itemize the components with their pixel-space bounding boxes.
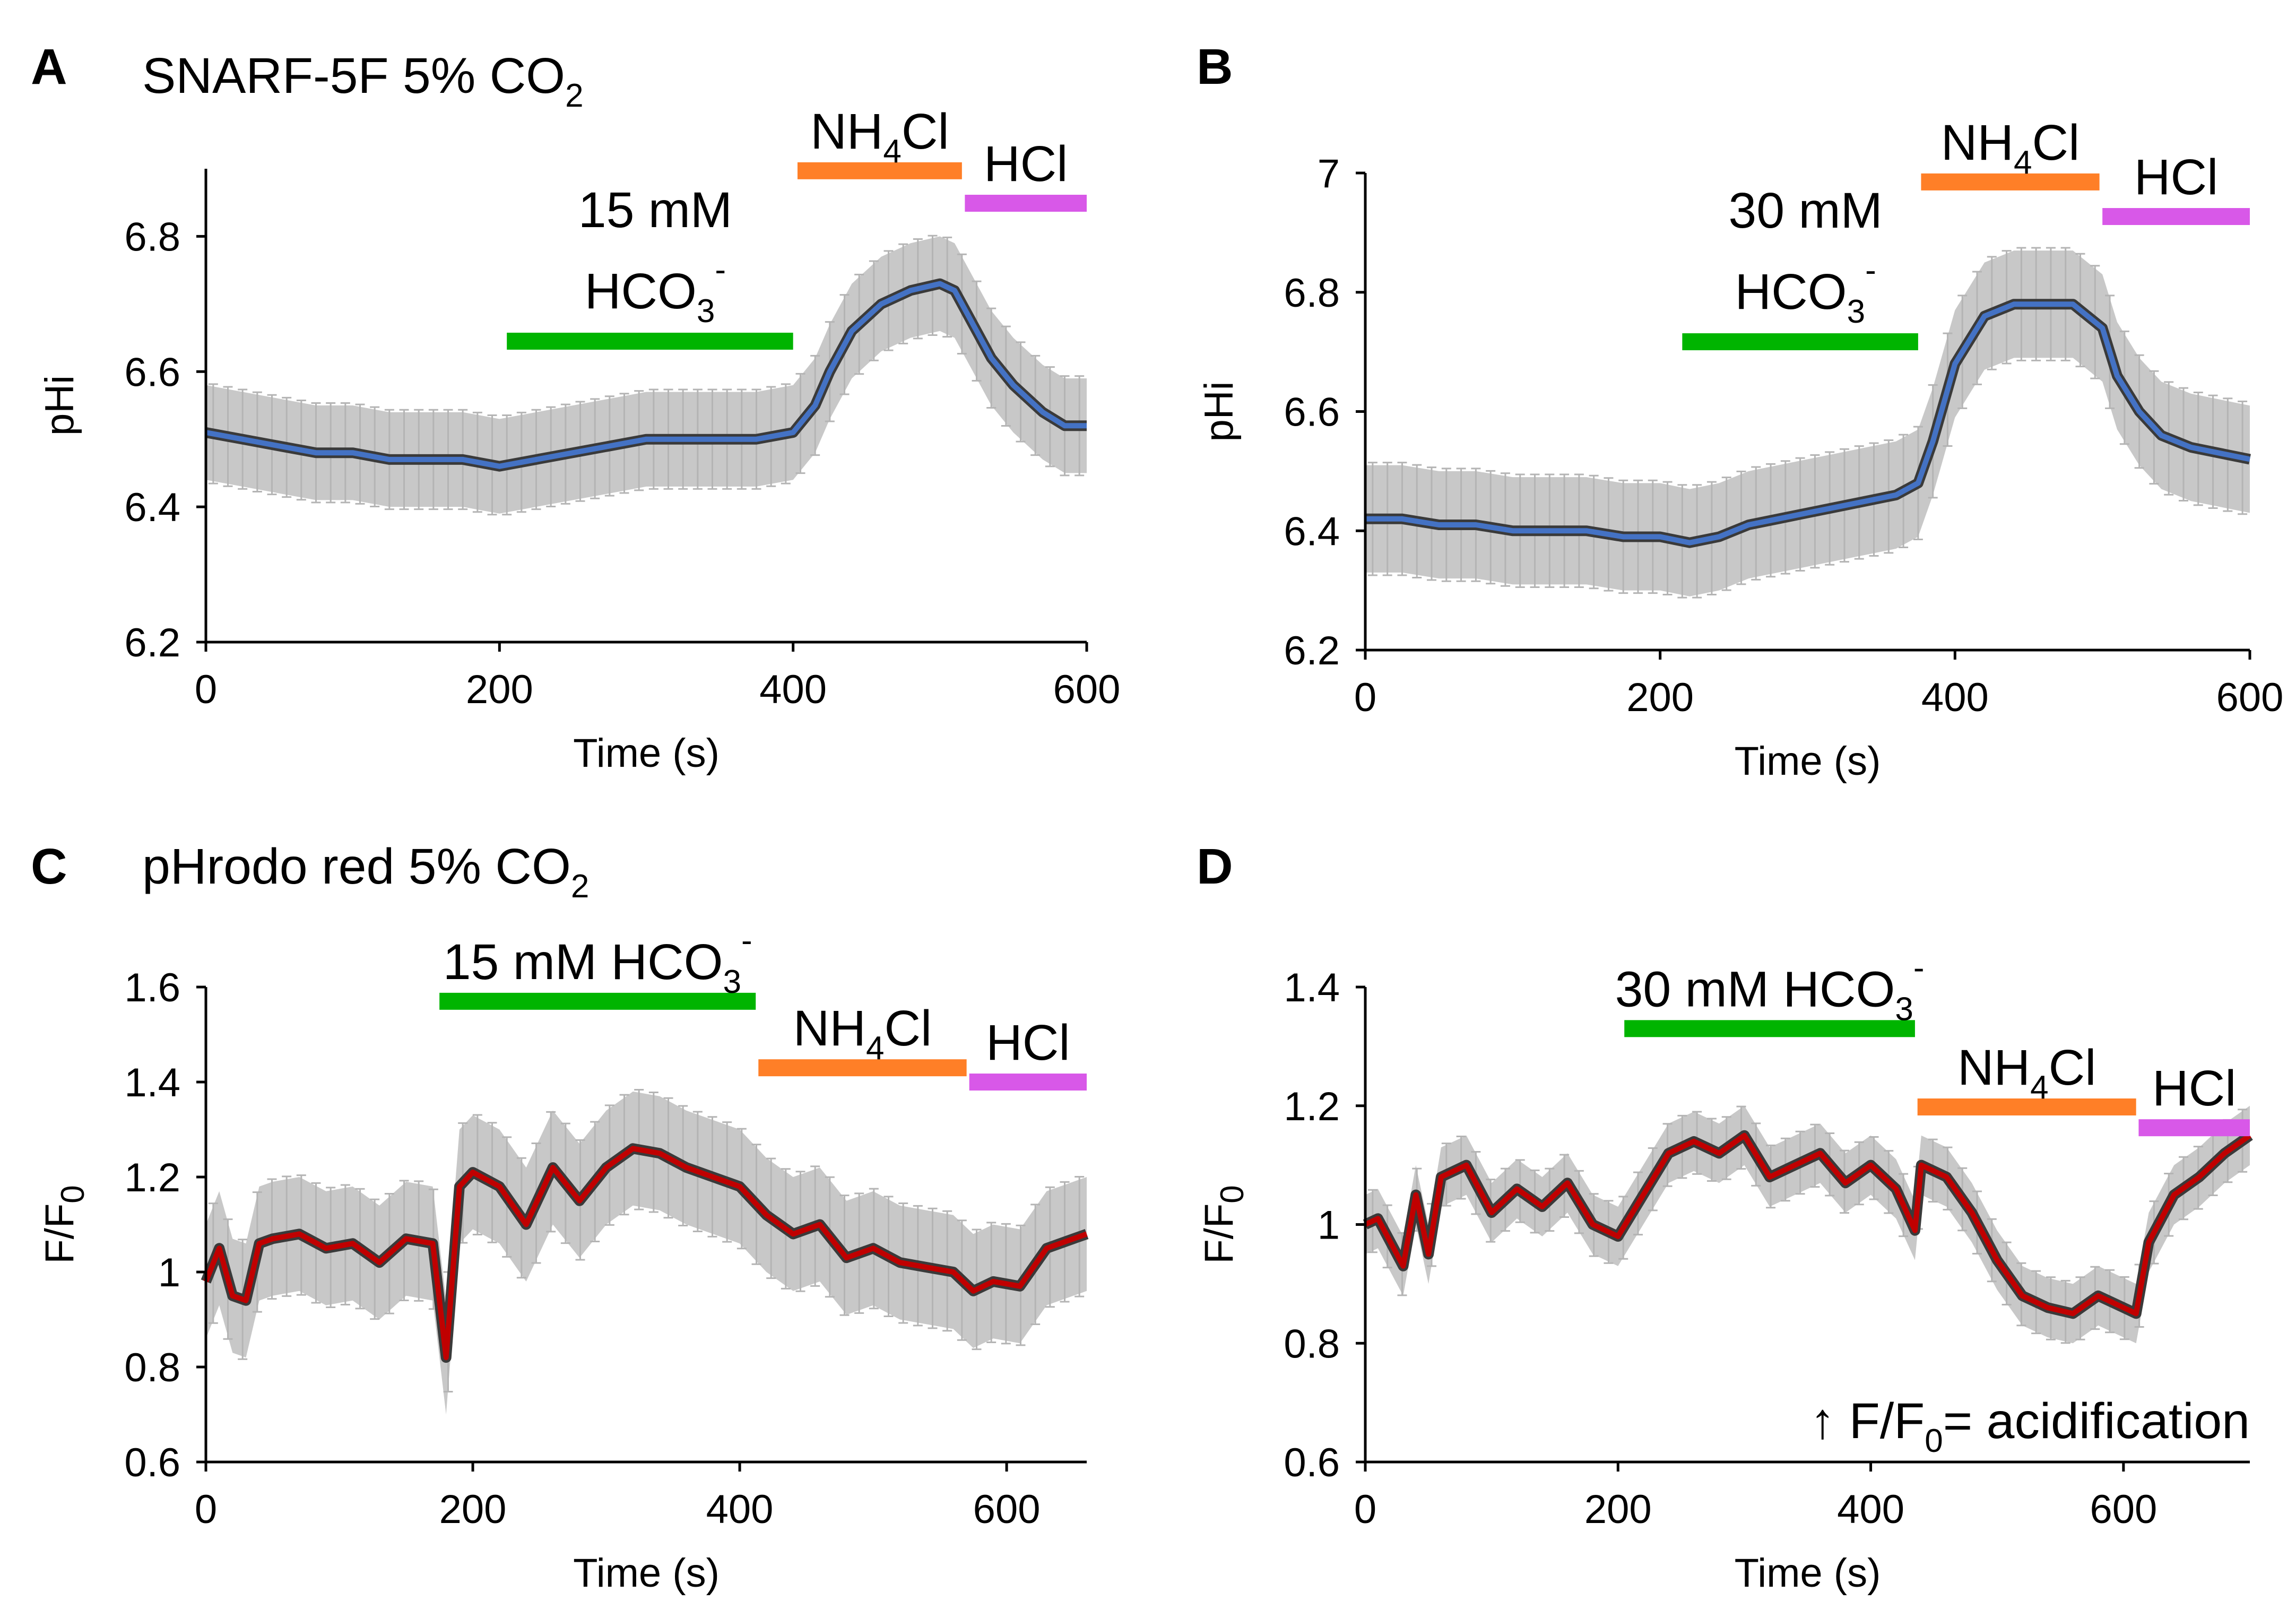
y-tick-label: 1 bbox=[1318, 1203, 1340, 1248]
mean-line bbox=[205, 281, 1087, 469]
treatment-bar bbox=[2138, 1119, 2250, 1137]
treatment-bar bbox=[1682, 333, 1918, 351]
treatment-label: HCl bbox=[2152, 1060, 2236, 1117]
x-tick-label: 600 bbox=[1053, 667, 1121, 712]
y-tick-label: 6.2 bbox=[1284, 628, 1340, 673]
x-tick-label: 400 bbox=[1837, 1487, 1904, 1532]
panel-title-c: pHrodo red 5% CO2 bbox=[142, 838, 589, 905]
x-tick-label: 0 bbox=[1354, 675, 1376, 720]
x-axis-label: Time (s) bbox=[573, 731, 720, 776]
panel-b: B 6.2 6.4 6.6 6.8 7 0 200 400 600 Time (s) pHi 30 m… bbox=[1197, 39, 2283, 784]
x-tick-label: 0 bbox=[1354, 1487, 1376, 1532]
treatment-label: 30 mM HCO3- bbox=[1615, 949, 1925, 1027]
y-tick-label: 1 bbox=[158, 1250, 180, 1295]
x-axis-label: Time (s) bbox=[1735, 739, 1881, 784]
treatment-bar bbox=[969, 1074, 1087, 1091]
y-tick-label: 0.8 bbox=[124, 1345, 180, 1390]
x-tick-label: 600 bbox=[2090, 1487, 2157, 1532]
y-tick-label: 1.4 bbox=[124, 1060, 180, 1105]
treatment-label: HCl bbox=[2134, 149, 2218, 205]
panel-c: C pHrodo red 5% CO2 0.6 0.8 1 1.2 1.4 1.6 0 200… bbox=[31, 838, 1089, 1596]
treatment-bar bbox=[439, 992, 756, 1010]
treatment-label: NH4Cl bbox=[1957, 1040, 2096, 1106]
x-tick-label: 0 bbox=[195, 667, 217, 712]
x-tick-label: 200 bbox=[1626, 675, 1694, 720]
mean-line bbox=[1364, 1132, 2251, 1317]
treatment-bar bbox=[507, 332, 793, 350]
treatment-bar bbox=[797, 162, 962, 179]
acidification-note: ↑ F/F0= acidification bbox=[1810, 1393, 2250, 1459]
panel-title-a: SNARF-5F 5% CO2 bbox=[142, 48, 584, 114]
y-tick-label: 1.2 bbox=[124, 1155, 180, 1200]
x-tick-label: 400 bbox=[759, 667, 827, 712]
x-tick-label: 400 bbox=[706, 1487, 774, 1532]
y-tick-label: 6.4 bbox=[124, 485, 180, 530]
x-tick-label: 600 bbox=[2216, 675, 2284, 720]
panel-letter-b: B bbox=[1197, 39, 1233, 95]
treatment-label: 30 mM bbox=[1728, 183, 1882, 239]
treatment-label: HCl bbox=[984, 136, 1068, 192]
y-tick-label: 6.6 bbox=[124, 350, 180, 395]
error-band bbox=[206, 236, 1087, 514]
x-tick-label: 200 bbox=[1584, 1487, 1652, 1532]
y-tick-label: 0.8 bbox=[1284, 1321, 1340, 1366]
y-axis-label: pHi bbox=[37, 375, 82, 436]
panel-letter-d: D bbox=[1197, 838, 1233, 895]
treatment-label: 15 mM HCO3- bbox=[443, 922, 752, 1000]
treatment-bar bbox=[2102, 208, 2250, 226]
treatment-label: 15 mM bbox=[578, 182, 732, 238]
x-axis-label: Time (s) bbox=[573, 1551, 720, 1596]
y-tick-label: 6.2 bbox=[124, 620, 180, 665]
treatment-label: NH4Cl bbox=[810, 103, 949, 170]
x-tick-label: 600 bbox=[973, 1487, 1041, 1532]
panel-a: A SNARF-5F 5% CO2 6.2 6.4 6.6 6.8 0 200 400 600… bbox=[31, 39, 1120, 776]
panel-d: D 0.6 0.8 1 1.2 1.4 0 200 400 600 Time (s) F/F0 30 … bbox=[1197, 838, 2253, 1596]
treatment-bar bbox=[1624, 1020, 1915, 1037]
treatment-label: HCO3- bbox=[585, 252, 726, 330]
error-band bbox=[1365, 250, 2250, 596]
y-axis-label: F/F0 bbox=[37, 1185, 91, 1264]
error-band bbox=[206, 1091, 1087, 1415]
x-tick-label: 200 bbox=[466, 667, 533, 712]
y-tick-label: 6.8 bbox=[124, 214, 180, 259]
panel-letter-a: A bbox=[31, 39, 67, 95]
y-tick-label: 6.4 bbox=[1284, 509, 1340, 554]
y-tick-label: 1.2 bbox=[1284, 1084, 1340, 1129]
y-tick-label: 7 bbox=[1318, 151, 1340, 196]
treatment-bar bbox=[1921, 173, 2100, 191]
y-tick-label: 0.6 bbox=[124, 1440, 180, 1485]
y-tick-label: 6.8 bbox=[1284, 271, 1340, 316]
mean-line bbox=[203, 1146, 1088, 1361]
treatment-label: HCO3- bbox=[1735, 252, 1876, 330]
treatment-bar bbox=[758, 1059, 967, 1077]
treatment-label: NH4Cl bbox=[793, 1000, 932, 1067]
y-tick-label: 1.6 bbox=[124, 965, 180, 1010]
x-tick-label: 0 bbox=[195, 1487, 217, 1532]
y-tick-label: 1.4 bbox=[1284, 965, 1340, 1010]
x-tick-label: 400 bbox=[1921, 675, 1989, 720]
treatment-bar bbox=[1917, 1098, 2136, 1115]
x-axis-label: Time (s) bbox=[1735, 1551, 1881, 1596]
panel-letter-c: C bbox=[31, 838, 67, 895]
y-axis-label: pHi bbox=[1197, 381, 1242, 442]
error-band bbox=[1365, 1105, 2250, 1344]
treatment-label: NH4Cl bbox=[1941, 115, 2080, 181]
y-axis-label: F/F0 bbox=[1197, 1185, 1251, 1264]
x-tick-label: 200 bbox=[439, 1487, 507, 1532]
y-tick-label: 6.6 bbox=[1284, 390, 1340, 435]
y-tick-label: 0.6 bbox=[1284, 1440, 1340, 1485]
treatment-bar bbox=[965, 194, 1087, 212]
mean-line bbox=[1365, 301, 2250, 546]
treatment-label: HCl bbox=[986, 1015, 1070, 1071]
